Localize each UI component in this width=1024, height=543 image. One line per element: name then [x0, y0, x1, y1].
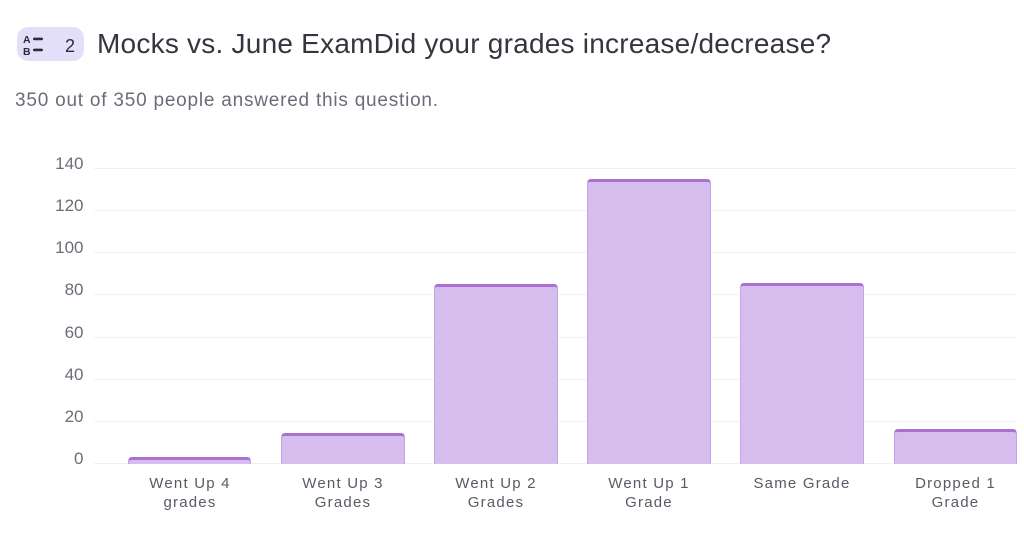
svg-text:A: A — [23, 34, 31, 46]
svg-text:B: B — [23, 46, 31, 56]
